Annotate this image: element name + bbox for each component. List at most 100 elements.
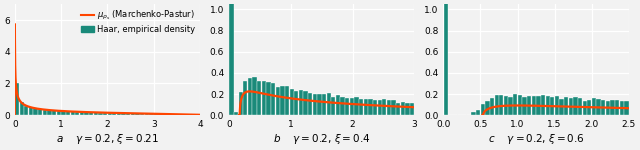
Bar	[257, 81, 261, 115]
Bar	[615, 100, 620, 115]
Bar	[345, 98, 349, 115]
Bar	[499, 95, 504, 115]
Bar	[368, 99, 372, 115]
Bar	[168, 114, 172, 115]
Bar	[527, 96, 531, 115]
Bar	[159, 114, 163, 115]
Bar	[313, 94, 317, 115]
Bar	[359, 99, 364, 115]
Bar	[444, 0, 448, 115]
Bar	[518, 95, 522, 115]
Bar	[322, 94, 326, 115]
Bar	[280, 86, 285, 115]
Bar	[481, 104, 485, 115]
Bar	[624, 101, 628, 115]
Bar	[89, 112, 93, 115]
Bar	[541, 95, 545, 115]
Bar	[508, 97, 513, 115]
Bar	[364, 99, 368, 115]
Bar	[61, 111, 65, 115]
Bar	[66, 111, 70, 115]
Bar	[336, 95, 340, 115]
Bar	[136, 113, 140, 115]
Bar	[117, 113, 121, 115]
Bar	[57, 111, 61, 115]
Bar	[592, 98, 596, 115]
Bar	[43, 110, 47, 115]
Bar	[248, 78, 252, 115]
Legend: $\mu_{\rho_s}$ (Marchenko-Pastur), Haar, empirical density: $\mu_{\rho_s}$ (Marchenko-Pastur), Haar,…	[80, 8, 196, 35]
Bar	[154, 114, 158, 115]
Bar	[271, 83, 275, 115]
Bar	[522, 97, 527, 115]
Bar	[229, 0, 234, 115]
Bar	[578, 98, 582, 115]
Bar	[596, 99, 601, 115]
Bar	[601, 100, 605, 115]
Bar	[410, 103, 414, 115]
Bar	[303, 91, 308, 115]
Bar	[15, 83, 19, 115]
Bar	[299, 90, 303, 115]
Bar	[262, 81, 266, 115]
Bar	[285, 86, 289, 115]
Bar	[611, 100, 614, 115]
Bar	[401, 102, 405, 115]
Bar	[289, 89, 294, 115]
Bar	[112, 113, 116, 115]
Bar	[103, 113, 108, 115]
Bar	[243, 81, 248, 115]
Bar	[545, 96, 550, 115]
Bar	[317, 94, 321, 115]
Bar	[266, 82, 271, 115]
Bar	[340, 97, 345, 115]
Bar	[472, 112, 476, 115]
Bar	[252, 78, 257, 115]
Bar	[20, 102, 24, 115]
Bar	[588, 100, 591, 115]
X-axis label: $\it{a}$    $\gamma = 0.2$, $\xi = 0.21$: $\it{a}$ $\gamma = 0.2$, $\xi = 0.21$	[56, 132, 159, 146]
Bar	[29, 107, 33, 115]
Bar	[382, 99, 387, 115]
Bar	[24, 106, 29, 115]
Bar	[172, 114, 177, 115]
Bar	[47, 110, 52, 115]
Bar	[582, 101, 587, 115]
Bar	[99, 112, 102, 115]
Bar	[186, 114, 191, 115]
Bar	[476, 110, 480, 115]
Bar	[373, 100, 377, 115]
Bar	[52, 110, 56, 115]
Bar	[239, 92, 243, 115]
X-axis label: $\it{b}$    $\gamma = 0.2$, $\xi = 0.4$: $\it{b}$ $\gamma = 0.2$, $\xi = 0.4$	[273, 132, 371, 146]
Bar	[396, 103, 400, 115]
Bar	[504, 96, 508, 115]
Bar	[564, 97, 568, 115]
Bar	[392, 100, 396, 115]
Bar	[569, 98, 573, 115]
Bar	[559, 99, 564, 115]
Bar	[378, 100, 382, 115]
Bar	[108, 113, 112, 115]
Bar	[405, 103, 410, 115]
X-axis label: $\it{c}$    $\gamma = 0.2$, $\xi = 0.6$: $\it{c}$ $\gamma = 0.2$, $\xi = 0.6$	[488, 132, 584, 146]
Bar	[326, 94, 331, 115]
Bar	[131, 113, 135, 115]
Bar	[126, 113, 131, 115]
Bar	[555, 96, 559, 115]
Bar	[550, 97, 554, 115]
Bar	[84, 112, 89, 115]
Bar	[532, 96, 536, 115]
Bar	[513, 94, 517, 115]
Bar	[70, 111, 75, 115]
Bar	[294, 91, 298, 115]
Bar	[149, 114, 154, 115]
Bar	[80, 112, 84, 115]
Bar	[536, 96, 541, 115]
Bar	[93, 112, 98, 115]
Bar	[331, 97, 335, 115]
Bar	[485, 101, 490, 115]
Bar	[140, 114, 144, 115]
Bar	[387, 100, 391, 115]
Bar	[355, 97, 358, 115]
